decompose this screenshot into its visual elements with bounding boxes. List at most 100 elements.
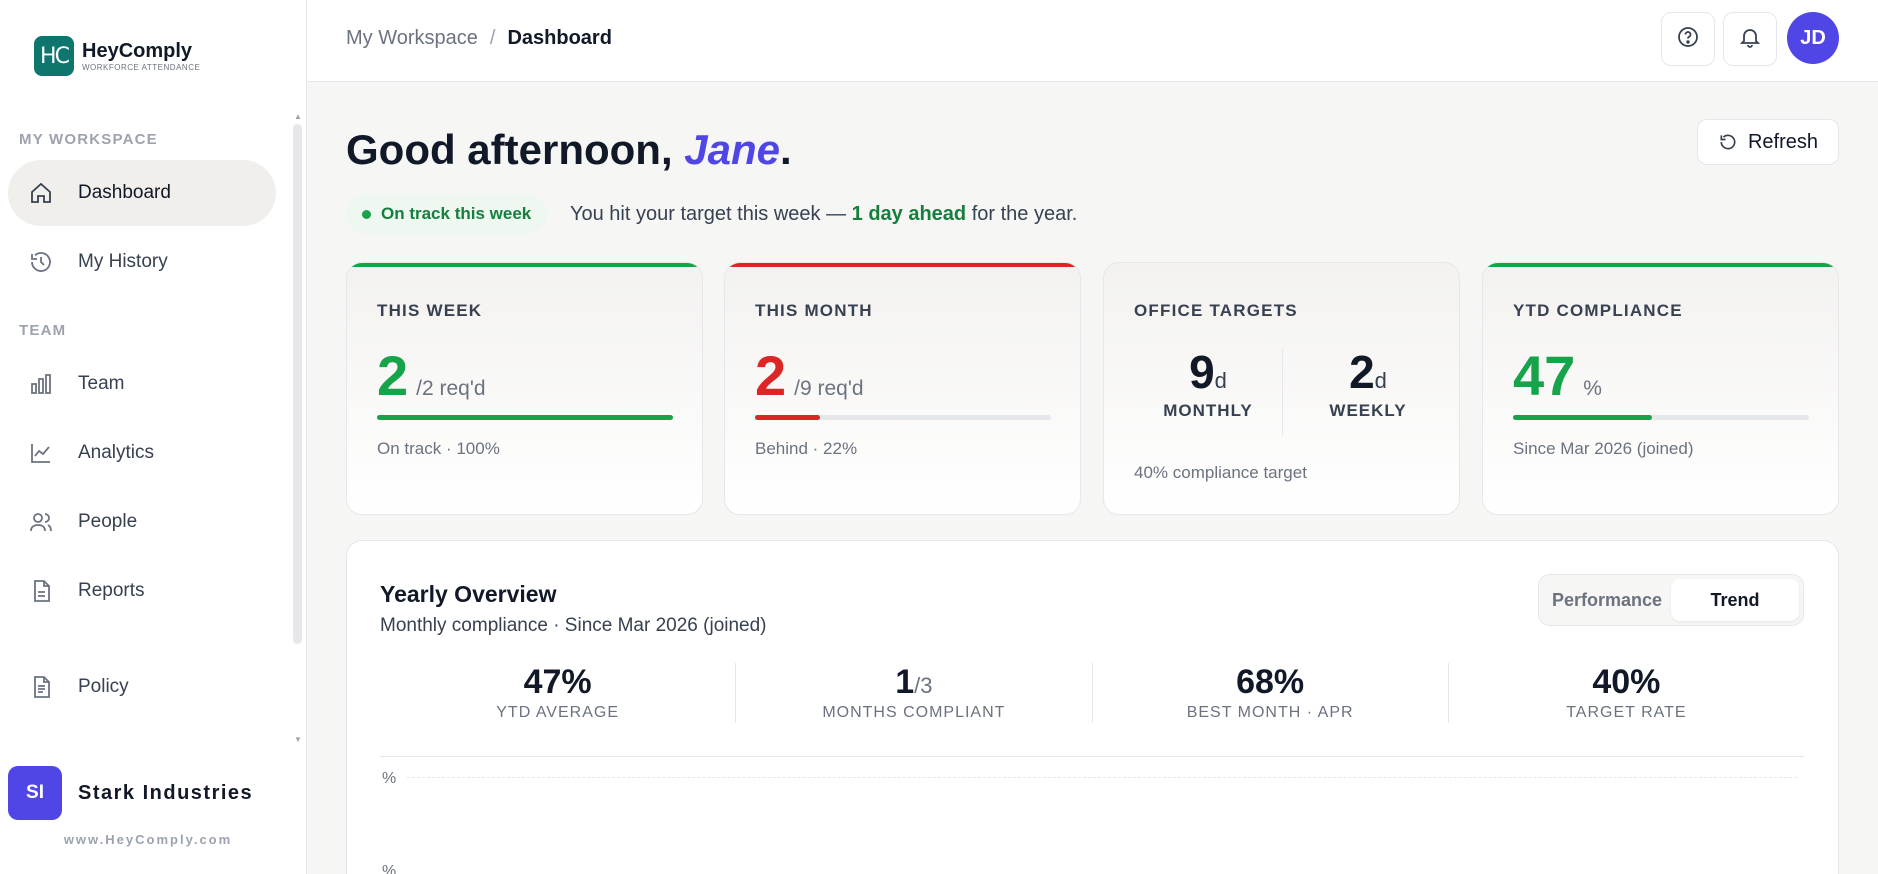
stat-value: 1 [895,663,915,701]
card-office-targets: OFFICE TARGETS 9d MONTHLY 2d WEEKLY 40% … [1103,262,1460,515]
people-icon [28,509,54,535]
breadcrumb-current: Dashboard [507,27,612,49]
org-name: Stark Industries [78,781,254,804]
card-this-month: THIS MONTH 2 /9 req'd Behind · 22% [724,262,1081,515]
card-title: OFFICE TARGETS [1134,301,1298,320]
help-button[interactable] [1661,12,1715,66]
monthly-unit: d [1214,368,1227,393]
brand-tagline: WORKFORCE ATTENDANCE [82,62,201,72]
policy-icon [28,674,54,700]
stat-suffix: /3 [914,673,933,698]
sidebar-item-label: My History [78,251,168,272]
breadcrumb-separator: / [489,27,496,49]
sidebar-item-label: Policy [78,676,129,697]
sidebar-item-label: Analytics [78,442,155,463]
ytd-progress-bar [1513,415,1809,420]
status-msg-highlight: 1 day ahead [851,203,967,225]
help-icon [1676,25,1700,54]
status-badge-label: On track this week [381,204,532,223]
greeting-suffix: . [780,126,792,173]
bell-icon [1738,25,1762,54]
week-required: /2 req'd [416,377,486,400]
org-badge: SI [8,766,62,820]
stat-target-rate: 40% TARGET RATE [1449,663,1804,723]
stat-label: MONTHS COMPLIANT [822,704,1006,721]
overview-title: Yearly Overview [380,581,557,607]
week-value: 2 [377,344,409,407]
monthly-target: 9d MONTHLY [1134,345,1282,421]
sidebar-item-label: Reports [78,580,145,601]
card-title: THIS MONTH [755,301,873,320]
sidebar-item-analytics[interactable]: Analytics [8,420,276,486]
breadcrumb: My Workspace / Dashboard [346,27,612,50]
refresh-label: Refresh [1747,130,1819,153]
tab-trend[interactable]: Trend [1671,579,1799,621]
status-message: You hit your target this week — 1 day ah… [570,203,1077,226]
ytd-foot: Since Mar 2026 (joined) [1513,439,1694,458]
stat-ytd-average: 47% YTD AVERAGE [380,663,737,723]
sidebar-item-reports[interactable]: Reports [8,558,276,624]
sidebar-item-dashboard[interactable]: Dashboard [8,160,276,226]
scroll-down-icon[interactable]: ▼ [294,735,302,744]
month-progress-fill [755,415,821,420]
chart-axis-label: % [382,863,397,874]
sidebar-item-my-history[interactable]: My History [8,229,276,295]
month-foot: Behind · 22% [755,439,858,458]
history-icon [28,249,54,275]
weekly-target: 2d WEEKLY [1294,345,1442,421]
org-switcher[interactable]: SI Stark Industries [8,766,253,820]
brand-logo[interactable]: HC HeyComply WORKFORCE ATTENDANCE [34,36,200,76]
stat-label: YTD AVERAGE [496,704,619,721]
top-header: My Workspace / Dashboard JD [307,0,1878,82]
sidebar-item-policy[interactable]: Policy [8,654,276,720]
site-url[interactable]: www.HeyComply.com [63,832,233,847]
brand-name: HeyComply [82,39,193,62]
logo-mark: HC [34,36,74,76]
chart-axis-label: % [382,770,397,787]
nav-section-workspace: MY WORKSPACE [19,131,158,148]
refresh-icon [1718,132,1738,152]
stat-best-month: 68% BEST MONTH · APR [1093,663,1449,723]
week-foot: On track · 100% [377,439,500,458]
tab-performance[interactable]: Performance [1551,589,1663,610]
card-ytd-compliance: YTD COMPLIANCE 47 % Since Mar 2026 (join… [1482,262,1839,515]
weekly-label: WEEKLY [1329,401,1407,420]
month-progress-bar [755,415,1051,420]
monthly-value: 9 [1189,346,1215,398]
monthly-label: MONTHLY [1163,401,1253,420]
ytd-progress-fill [1513,415,1653,420]
stat-label: BEST MONTH · APR [1186,704,1354,721]
sidebar-item-team[interactable]: Team [8,351,276,417]
sidebar-item-people[interactable]: People [8,489,276,555]
page-title: Good afternoon, Jane. [346,126,792,174]
document-icon [28,578,54,604]
month-required: /9 req'd [794,377,864,400]
targets-foot: 40% compliance target [1134,463,1307,482]
card-accent [1483,263,1838,267]
yearly-overview-panel: Yearly Overview Monthly compliance · Sin… [346,540,1839,874]
sidebar-scrollbar[interactable] [293,124,302,644]
sidebar: HC HeyComply WORKFORCE ATTENDANCE MY WOR… [0,0,307,874]
sidebar-item-label: People [78,511,138,532]
overview-subtitle: Monthly compliance · Since Mar 2026 (joi… [380,615,767,636]
line-chart-icon [28,440,54,466]
ytd-unit: % [1583,377,1602,400]
status-msg-prefix: You hit your target this week — [570,203,852,225]
bar-chart-icon [28,371,54,397]
sidebar-item-label: Team [78,373,125,394]
home-icon [28,180,54,206]
refresh-button[interactable]: Refresh [1697,119,1839,165]
card-title: THIS WEEK [377,301,483,320]
card-this-week: THIS WEEK 2 /2 req'd On track · 100% [346,262,703,515]
breadcrumb-workspace-link[interactable]: My Workspace [346,27,478,49]
user-avatar[interactable]: JD [1787,12,1839,64]
status-badge: On track this week [346,194,548,234]
greeting-name: Jane [684,126,781,173]
overview-stats: 47% YTD AVERAGE 1/3 MONTHS COMPLIANT 68%… [380,663,1804,723]
scroll-up-icon[interactable]: ▲ [294,112,302,121]
nav-section-team: TEAM [19,322,67,339]
stat-months-compliant: 1/3 MONTHS COMPLIANT [736,663,1093,723]
card-accent [725,263,1080,267]
notifications-button[interactable] [1723,12,1777,66]
week-progress-bar [377,415,673,420]
